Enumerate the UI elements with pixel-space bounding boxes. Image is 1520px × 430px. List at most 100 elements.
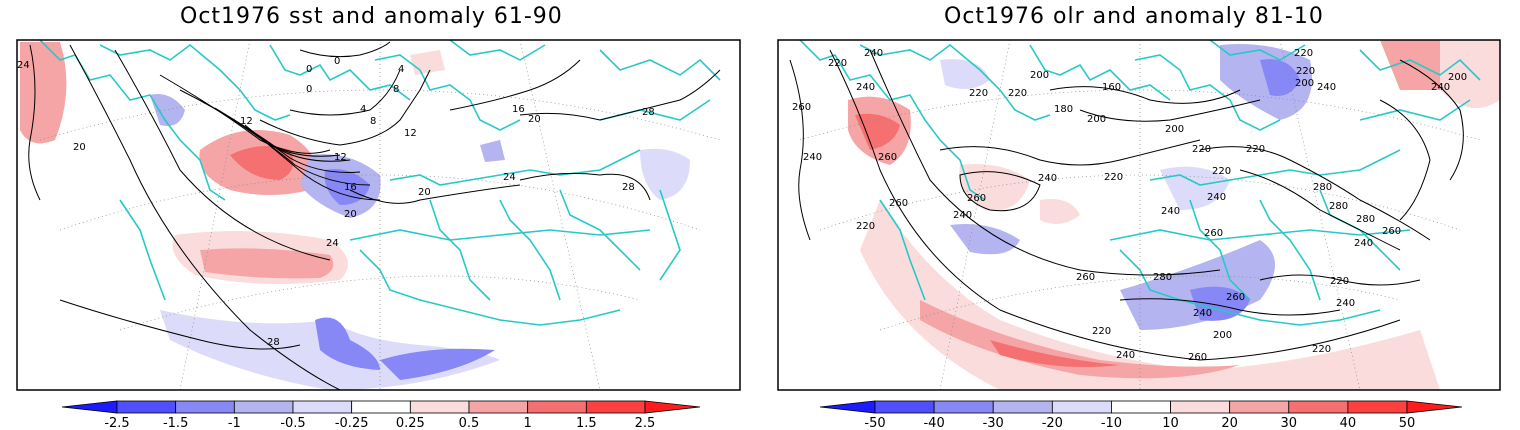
colorbar-tick-label: -20 [1042, 416, 1063, 430]
colorbar-tick-label: 1.5 [576, 416, 597, 430]
colorbar-tick-label: 20 [1221, 416, 1238, 430]
colorbar-tick-label: -50 [864, 416, 885, 430]
left-map-domain [17, 40, 740, 390]
contour-label: 200 [1295, 78, 1314, 89]
contour-label: 240 [864, 48, 883, 59]
left-panel-title: Oct1976 sst and anomaly 61-90 [180, 4, 563, 29]
contour-label: 260 [878, 152, 897, 163]
warm-anomaly-patch [1040, 199, 1080, 224]
contour-label: 220 [969, 88, 988, 99]
contour-label: 260 [1204, 228, 1223, 239]
colorbar-tick-label: -10 [1101, 416, 1122, 430]
contour-label: 12 [404, 128, 417, 139]
contour-label: 280 [1313, 182, 1332, 193]
contour-label: 220 [1092, 326, 1111, 337]
warm-anomaly-patch [959, 164, 1030, 211]
warm-anomaly-patch [990, 340, 1120, 368]
contour-label: 240 [1193, 308, 1212, 319]
colorbar-bin [468, 400, 529, 414]
contour-labels: 240 220 240 260 240 260 220 220 200 180 … [792, 48, 1467, 363]
colorbar-tick-label: -0.25 [335, 416, 369, 430]
contour-label: 24 [503, 172, 516, 183]
colorbar-bin [1229, 400, 1290, 414]
colorbar-end-high [644, 400, 701, 414]
contour-label: 4 [360, 104, 366, 115]
contour-label: 28 [642, 107, 655, 118]
colorbar-tick-label: 10 [1162, 416, 1179, 430]
colorbar-end-low [61, 400, 118, 414]
colorbar-bin [874, 400, 935, 414]
cool-anomaly-patch [480, 140, 505, 162]
contour-label: 240 [1116, 350, 1135, 361]
colorbar-tick-label: 30 [1281, 416, 1298, 430]
contour-label: 220 [1296, 66, 1315, 77]
colorbar-end-high [1406, 400, 1463, 414]
contour-label: 220 [1294, 48, 1313, 59]
left-colorbar: -2.5 -1.5 -1 -0.5 -0.25 0.25 0.5 1 1.5 2.5 [61, 400, 701, 430]
contour-label: 12 [240, 116, 253, 127]
contour-label: 220 [1212, 166, 1231, 177]
contour-label: 260 [1076, 272, 1095, 283]
contour-label: 20 [73, 142, 86, 153]
colorbar-bin [116, 400, 177, 414]
colorbar-tick-label: -1.5 [163, 416, 188, 430]
colorbar-bin [1170, 400, 1231, 414]
contour-label: 240 [1161, 206, 1180, 217]
contour-label: 240 [1431, 82, 1450, 93]
colorbar-tick-label: 50 [1399, 416, 1416, 430]
contour-label: 240 [1317, 82, 1336, 93]
contour-label: 260 [1188, 352, 1207, 363]
cool-anomaly-patch [1190, 286, 1250, 321]
colorbar-bin [409, 400, 470, 414]
contour-label: 24 [326, 238, 339, 249]
contour-label: 220 [1246, 144, 1265, 155]
colorbar-bin [527, 400, 587, 414]
contour-label: 220 [1192, 144, 1211, 155]
right-map-frame [777, 39, 1501, 391]
contour-label: 220 [828, 58, 847, 69]
colorbar-bin [351, 400, 411, 414]
contour-label: 260 [889, 198, 908, 209]
contour-label: 240 [856, 82, 875, 93]
colorbar-bin [992, 400, 1053, 414]
contour-label: 8 [370, 116, 376, 127]
right-panel-title: Oct1976 olr and anomaly 81-10 [944, 4, 1324, 29]
left-map: 24 0 0 0 4 8 4 8 12 12 16 20 20 12 16 20… [16, 39, 741, 391]
colorbar-bin [1347, 400, 1408, 414]
contour-label: 260 [1226, 292, 1245, 303]
contour-label: 0 [334, 56, 340, 67]
contour-label: 200 [1448, 72, 1467, 83]
contour-label: 220 [1312, 344, 1331, 355]
contour-label: 4 [398, 64, 404, 75]
colorbar-tick-label: -30 [983, 416, 1004, 430]
contour-label: 200 [1165, 124, 1184, 135]
contour-label: 20 [344, 209, 357, 220]
contour-label: 200 [1087, 114, 1106, 125]
cool-anomaly-patch [315, 317, 380, 370]
colorbar-bin [292, 400, 353, 414]
contour-label: 160 [1102, 82, 1121, 93]
contour-label: 12 [334, 152, 347, 163]
colorbar-tick-label: 0.25 [396, 416, 425, 430]
contour-label: 180 [1054, 104, 1073, 115]
contour-labels: 24 0 0 0 4 8 4 8 12 12 16 20 20 12 16 20… [17, 56, 655, 348]
contour-label: 0 [306, 84, 312, 95]
contour-label: 240 [1354, 238, 1373, 249]
contour-label: 260 [1382, 226, 1401, 237]
colorbar-end-low [819, 400, 876, 414]
cool-anomaly-patch [940, 59, 990, 89]
contour-label: 24 [17, 60, 30, 71]
cool-anomaly-patch [640, 148, 690, 200]
contour-label: 20 [528, 114, 541, 125]
warm-anomaly-patch [20, 42, 67, 144]
contour-label: 16 [512, 104, 525, 115]
colorbar-tick-label: -2.5 [104, 416, 129, 430]
colorbar-tick-label: -1 [228, 416, 241, 430]
colorbar-bin [585, 400, 646, 414]
colorbar-bin [233, 400, 294, 414]
colorbar-bin [175, 400, 235, 414]
contour-label: 200 [1030, 70, 1049, 81]
contour-label: 220 [856, 221, 875, 232]
contour-label: 240 [1336, 298, 1355, 309]
